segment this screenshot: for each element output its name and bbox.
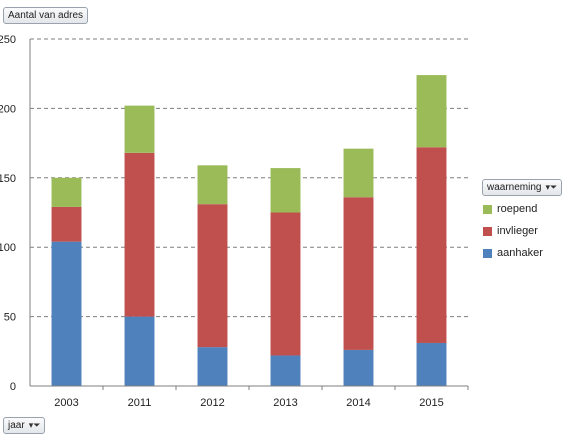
bar-segment-aanhaker xyxy=(51,241,82,386)
bar-segment-aanhaker xyxy=(343,349,374,386)
legend-swatch xyxy=(483,226,492,236)
gridlines xyxy=(30,38,468,318)
bar-segment-roepend xyxy=(124,105,155,153)
bar-segment-roepend xyxy=(51,177,82,207)
bar-segment-invlieger xyxy=(416,147,447,343)
legend-swatch xyxy=(483,248,492,258)
bar-segment-roepend xyxy=(416,75,447,148)
value-field-label: Aantal van adres xyxy=(8,10,84,21)
bar-segment-aanhaker xyxy=(197,347,228,386)
filter-dropdown-icon[interactable]: ▾⏷ xyxy=(28,420,41,430)
y-tick-label: 50 xyxy=(4,312,16,324)
value-field-button[interactable]: Aantal van adres xyxy=(3,7,89,24)
legend-label: invlieger xyxy=(497,225,538,237)
bar-segment-invlieger xyxy=(197,204,228,348)
x-tick-label: 2011 xyxy=(128,397,152,409)
y-tick-label: 0 xyxy=(10,381,16,393)
legend-label: roepend xyxy=(497,203,538,215)
y-tick-label: 200 xyxy=(0,103,16,115)
legend-item-roepend: roepend xyxy=(483,198,543,220)
y-tick-label: 150 xyxy=(0,173,16,185)
bar-segment-invlieger xyxy=(124,152,155,317)
filter-dropdown-icon[interactable]: ▾⏷ xyxy=(545,182,558,192)
legend-field-label: waarneming xyxy=(487,182,542,193)
bar-segment-roepend xyxy=(343,148,374,198)
legend-item-invlieger: invlieger xyxy=(483,220,543,242)
legend-item-aanhaker: aanhaker xyxy=(483,242,543,264)
x-tick-label: 2014 xyxy=(346,397,370,409)
legend-swatch xyxy=(483,204,492,214)
axis-field-label: jaar xyxy=(8,420,25,431)
bar-segment-invlieger xyxy=(343,197,374,350)
x-tick-label: 2013 xyxy=(273,397,297,409)
bars xyxy=(51,75,447,386)
bar-segment-aanhaker xyxy=(416,342,447,386)
bar-segment-aanhaker xyxy=(124,316,155,386)
legend: roepend invlieger aanhaker xyxy=(483,198,543,264)
bar-segment-roepend xyxy=(197,165,228,205)
y-tick-label: 100 xyxy=(0,242,16,254)
legend-field-button[interactable]: waarneming ▾⏷ xyxy=(482,179,563,196)
x-tick-label: 2015 xyxy=(419,397,443,409)
legend-label: aanhaker xyxy=(497,247,543,259)
axis-field-button[interactable]: jaar ▾⏷ xyxy=(3,417,46,434)
bar-segment-invlieger xyxy=(51,206,82,242)
y-tick-label: 250 xyxy=(0,34,16,46)
x-tick-label: 2012 xyxy=(200,397,224,409)
x-tick-label: 2003 xyxy=(54,397,78,409)
axes: 0 50 100 150 200 250 2003 2011 2012 2013 2014 2015 xyxy=(0,34,469,409)
bar-segment-invlieger xyxy=(270,212,301,356)
bar-segment-aanhaker xyxy=(270,355,301,386)
bar-segment-roepend xyxy=(270,168,301,213)
